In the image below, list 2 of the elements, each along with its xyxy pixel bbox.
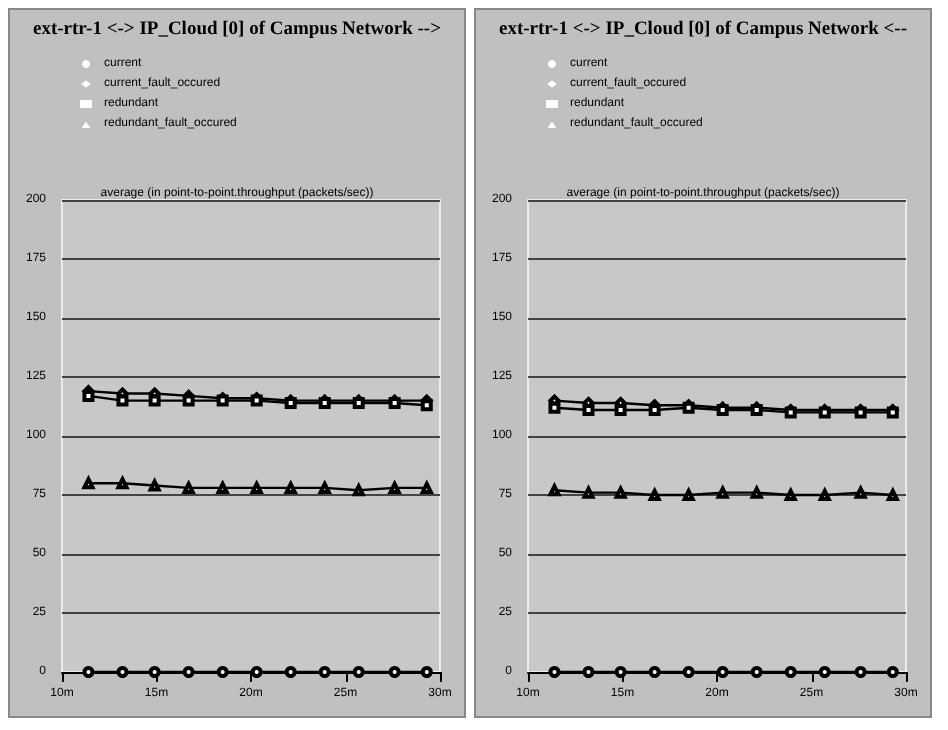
chart-title: ext-rtr-1 <-> IP_Cloud [0] of Campus Network --> (32, 20, 442, 40)
chart-title: ext-rtr-1 <-> IP_Cloud [0] of Campus Network <-- (498, 20, 908, 40)
